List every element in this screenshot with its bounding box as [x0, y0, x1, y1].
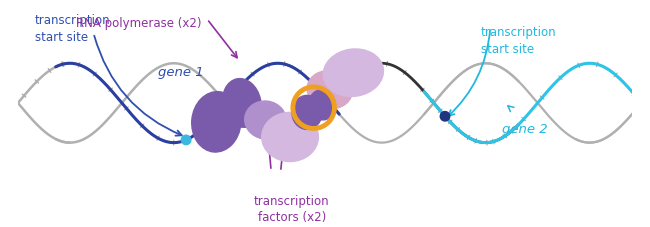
Ellipse shape — [292, 96, 322, 130]
Text: transcription
start site: transcription start site — [481, 26, 556, 56]
Circle shape — [440, 112, 450, 121]
Ellipse shape — [223, 79, 261, 128]
Text: transcription
factors (x2): transcription factors (x2) — [254, 194, 330, 223]
Ellipse shape — [262, 113, 318, 162]
Text: RNA polymerase (x2): RNA polymerase (x2) — [77, 17, 202, 30]
Ellipse shape — [192, 92, 241, 152]
Ellipse shape — [309, 90, 335, 120]
Ellipse shape — [244, 101, 286, 139]
Circle shape — [181, 136, 191, 145]
Ellipse shape — [307, 71, 352, 109]
Text: gene 2: gene 2 — [502, 122, 547, 135]
Ellipse shape — [323, 50, 384, 97]
Text: transcription
start site: transcription start site — [35, 14, 111, 44]
Text: gene 1: gene 1 — [158, 66, 203, 79]
